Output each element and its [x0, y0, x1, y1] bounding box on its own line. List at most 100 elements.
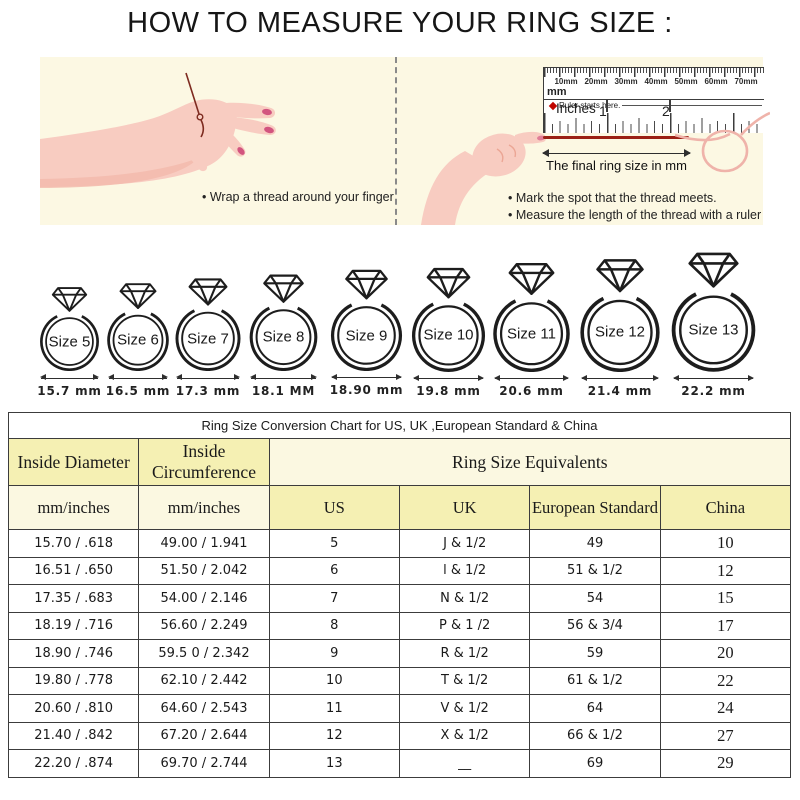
mm-tick-strip: [544, 68, 764, 77]
cell-us: 10: [268, 666, 400, 695]
mm-label: 20mm: [584, 77, 608, 86]
final-size-label: The final ring size in mm: [546, 158, 687, 173]
ring-diameter-arrow: [412, 375, 485, 382]
cell-european: 69: [529, 749, 661, 778]
ring-diameter-arrow: [175, 374, 241, 381]
hand-with-thread-illustration: [40, 72, 276, 188]
page-title: HOW TO MEASURE YOUR RING SIZE :: [127, 7, 673, 39]
table-row: 16.51 / .650 51.50 / 2.042 6 l & 1/2 51 …: [7, 556, 792, 585]
cell-european: 64: [529, 694, 661, 723]
ring-diameter-label: 18.1 MM: [251, 383, 316, 398]
mm-label: 40mm: [644, 77, 668, 86]
cell-uk: X & 1/2: [398, 721, 531, 750]
ring-size-label: Size 7: [187, 330, 229, 348]
ring-icon: [330, 269, 403, 371]
panel-divider: [395, 57, 397, 225]
ring-size-label: Size 11: [507, 325, 556, 343]
final-size-arrow: [542, 149, 691, 157]
table-row: 21.40 / .842 67.20 / 2.644 12 X & 1/2 66…: [7, 721, 792, 750]
cell-diameter: 18.19 / .716: [7, 611, 140, 640]
mm-label: 30mm: [614, 77, 638, 86]
inch-tick-strip: [544, 113, 764, 133]
us-header: US: [268, 485, 400, 530]
ruler-illustration: 10mm 20mm 30mm 40mm 50mm 60mm 70mm mm Ru…: [543, 67, 764, 133]
cell-uk: T & 1/2: [398, 666, 531, 695]
cell-diameter: 17.35 / .683: [7, 584, 140, 613]
fingernail: [264, 126, 274, 134]
cell-china: 15: [659, 584, 792, 613]
table-row: 19.80 / .778 62.10 / 2.442 10 T & 1/2 61…: [7, 666, 792, 695]
inside-diameter-header: Inside Diameter: [7, 438, 140, 486]
cell-us: 12: [268, 721, 400, 750]
inch-number: 1: [599, 103, 607, 119]
ring-diameter-label: 17.3 mm: [175, 383, 241, 398]
cell-european: 61 & 1/2: [529, 666, 661, 695]
cell-uk: V & 1/2: [398, 694, 531, 723]
ring-diameter-label: 21.4 mm: [587, 384, 653, 399]
ring-item: Size 5 15.7 mm: [36, 284, 103, 398]
cell-uk: N & 1/2: [398, 584, 531, 613]
table-row: 15.70 / .618 49.00 / 1.941 5 J & 1/2 49 …: [7, 529, 792, 558]
cell-uk: R & 1/2: [398, 639, 531, 668]
cell-diameter: 15.70 / .618: [7, 529, 140, 558]
cell-diameter: 22.20 / .874: [7, 749, 140, 778]
inch-mark: [669, 99, 671, 112]
ring-icon: [580, 258, 660, 372]
cell-circumference: 51.50 / 2.042: [138, 556, 270, 585]
ring-icon: [107, 282, 169, 371]
measured-thread-line: [543, 136, 689, 139]
ring-diameter-arrow: [672, 374, 755, 381]
ring-item: Size 12 21.4 mm: [575, 255, 665, 398]
measure-thread-panel: 10mm 20mm 30mm 40mm 50mm 60mm 70mm mm Ru…: [397, 57, 770, 225]
ring-diameter-arrow: [250, 374, 317, 381]
ring-size-label: Size 8: [262, 328, 305, 346]
ruler-start-row: Ruler starts here.: [548, 101, 762, 110]
cell-circumference: 64.60 / 2.543: [138, 694, 270, 723]
ring-diameter-label: 16.5 mm: [105, 383, 171, 398]
ring-size-label: Size 10: [423, 326, 474, 344]
cell-european: 66 & 1/2: [529, 721, 661, 750]
ring-icon: [175, 277, 241, 371]
cell-uk: J & 1/2: [398, 529, 531, 558]
cell-china: 17: [659, 611, 792, 640]
cell-european: 54: [529, 584, 661, 613]
cell-circumference: 56.60 / 2.249: [138, 611, 270, 640]
table-header-row-1: Inside Diameter Inside Circumference Rin…: [7, 438, 792, 486]
cell-us: 8: [268, 611, 400, 640]
cell-european: 51 & 1/2: [529, 556, 661, 585]
cell-us: 7: [268, 584, 400, 613]
table-body: 15.70 / .618 49.00 / 1.941 5 J & 1/2 49 …: [7, 529, 792, 778]
thread: [185, 72, 205, 138]
ring-size-label: Size 9: [345, 327, 388, 344]
cell-us: 5: [268, 529, 400, 558]
ring-size-equivalents-header: Ring Size Equivalents: [268, 438, 792, 486]
cell-diameter: 18.90 / .746: [7, 639, 140, 668]
cell-china: 29: [659, 749, 792, 778]
cell-us: 6: [268, 556, 400, 585]
ring-item: Size 11 20.6 mm: [488, 259, 575, 398]
mm-unit-label: mm: [547, 86, 567, 98]
ring-item: Size 8 18.1 MM: [245, 271, 322, 398]
ring-diameter-arrow: [40, 374, 99, 381]
wrap-thread-panel: Wrap a thread around your finger: [40, 57, 396, 225]
cell-diameter: 21.40 / .842: [7, 721, 140, 750]
cell-us: 13: [268, 749, 400, 778]
cell-china: 27: [659, 721, 792, 750]
ring-icon: [40, 286, 99, 371]
cell-uk: P & 1 /2: [398, 611, 531, 640]
ring-size-label: Size 6: [117, 331, 159, 349]
table-row: 20.60 / .810 64.60 / 2.543 11 V & 1/2 64…: [7, 694, 792, 723]
table-row: 22.20 / .874 69.70 / 2.744 13 __ 69 29: [7, 749, 792, 778]
ring-item: Size 9 18.90 mm: [326, 266, 407, 397]
wrap-thread-caption: Wrap a thread around your finger: [202, 190, 394, 204]
instruction-panels: Wrap a thread around your finger 10mm 2: [40, 57, 770, 225]
thread-curl-illustration: [675, 111, 770, 173]
cell-us: 9: [268, 639, 400, 668]
ring-icon: [671, 252, 756, 372]
mm-label: 50mm: [674, 77, 698, 86]
cell-circumference: 54.00 / 2.146: [138, 584, 270, 613]
ring-diameter-arrow: [581, 374, 659, 381]
ring-size-label: Size 12: [594, 323, 646, 341]
table-title-row: Ring Size Conversion Chart for US, UK ,E…: [8, 412, 791, 439]
